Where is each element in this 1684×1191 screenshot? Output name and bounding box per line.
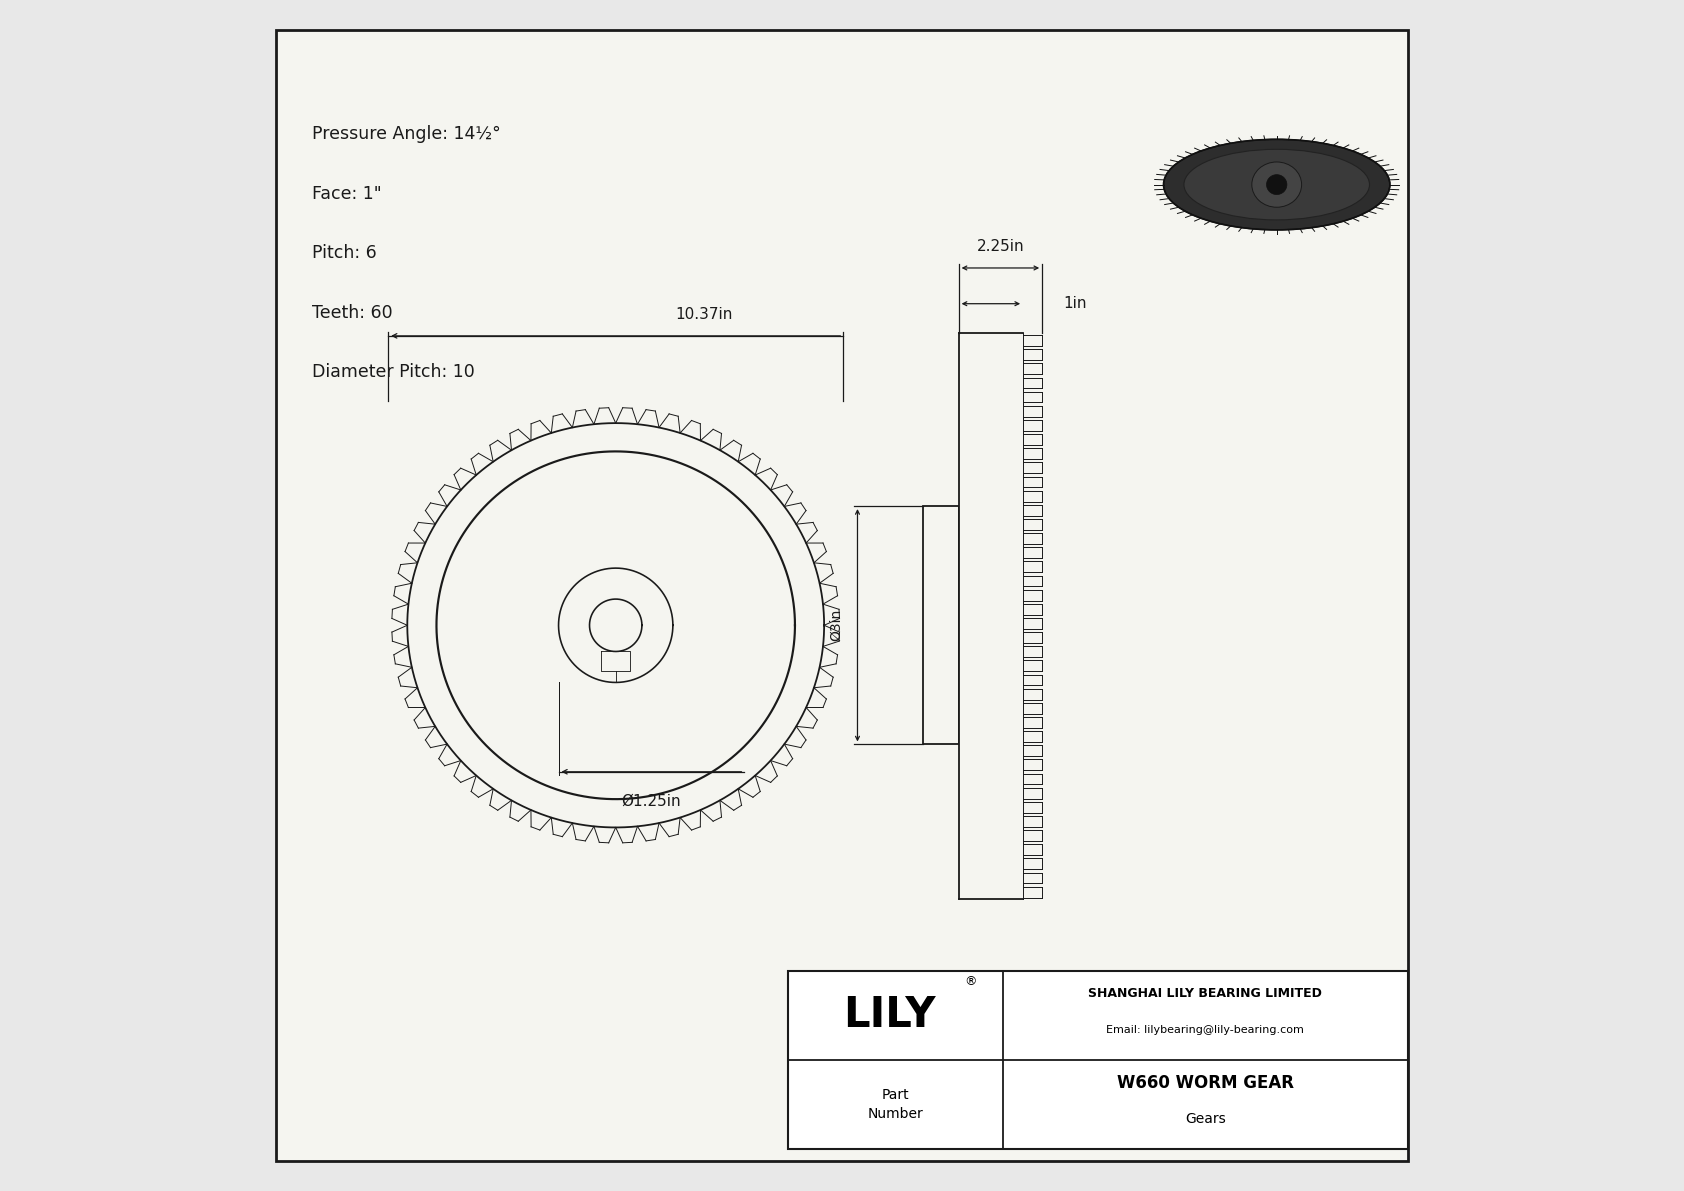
Text: LILY: LILY	[844, 994, 936, 1036]
Text: Pressure Angle: 14½°: Pressure Angle: 14½°	[312, 125, 500, 143]
Text: SHANGHAI LILY BEARING LIMITED: SHANGHAI LILY BEARING LIMITED	[1088, 987, 1322, 1000]
Text: Ø3in: Ø3in	[829, 609, 844, 642]
Text: Ø1.25in: Ø1.25in	[621, 793, 682, 809]
Text: 10.37in: 10.37in	[675, 306, 733, 322]
Ellipse shape	[1266, 175, 1287, 194]
Text: W660 WORM GEAR: W660 WORM GEAR	[1116, 1074, 1293, 1092]
Text: Email: lilybearing@lily-bearing.com: Email: lilybearing@lily-bearing.com	[1106, 1024, 1303, 1035]
Text: Diameter Pitch: 10: Diameter Pitch: 10	[312, 363, 475, 381]
Text: 2.25in: 2.25in	[977, 238, 1024, 254]
Text: Part
Number: Part Number	[867, 1087, 923, 1122]
Ellipse shape	[1164, 139, 1389, 230]
Text: Gears: Gears	[1186, 1112, 1226, 1125]
Bar	[958, 333, 1024, 899]
Text: Face: 1": Face: 1"	[312, 185, 382, 202]
Text: Teeth: 60: Teeth: 60	[312, 304, 392, 322]
Text: ®: ®	[965, 975, 977, 989]
Ellipse shape	[1184, 149, 1369, 220]
Bar	[788, 971, 1408, 1149]
Text: 1in: 1in	[1064, 297, 1088, 311]
Bar	[923, 506, 958, 744]
Text: Pitch: 6: Pitch: 6	[312, 244, 377, 262]
Ellipse shape	[1251, 162, 1302, 207]
